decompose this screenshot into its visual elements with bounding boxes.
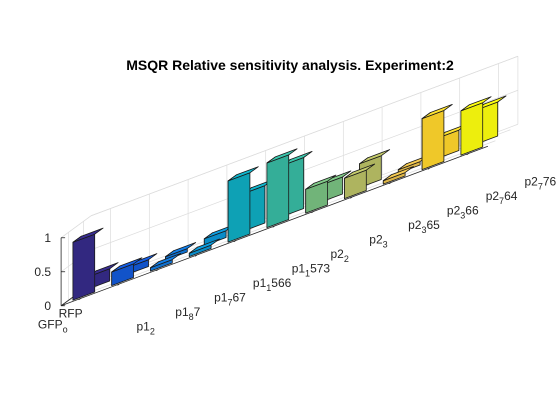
- output-tick-label-0: RFP: [59, 306, 83, 320]
- bars: [72, 95, 507, 301]
- parameter-tick-mark: [427, 167, 430, 170]
- bar-face-top: [344, 163, 376, 179]
- bar-1-9: [421, 104, 453, 171]
- parameter-tick-label-9: p2764: [486, 189, 518, 206]
- bar-1-8: [382, 166, 414, 185]
- parameter-tick-label-6: p23: [369, 233, 387, 250]
- bar-face-top: [382, 166, 414, 182]
- parameter-tick-label-1: p187: [175, 305, 200, 322]
- parameter-tick-label-3: p11566: [253, 276, 292, 293]
- parameter-tick-mark: [194, 254, 198, 257]
- bar-face-top: [266, 148, 298, 164]
- bar-face-top: [150, 253, 182, 269]
- z-tick-label: 0: [44, 299, 51, 313]
- parameter-tick-mark: [311, 211, 314, 214]
- bar-face-top: [227, 166, 259, 182]
- parameter-tick-label-10: p2776: [525, 175, 557, 192]
- bar-1-2: [150, 253, 182, 272]
- parameter-tick-label-8: p2366: [447, 204, 479, 221]
- chart-title: MSQR Relative sensitivity analysis. Expe…: [126, 57, 454, 73]
- bar-face-front: [421, 110, 445, 171]
- z-tick-label: 0.5: [34, 265, 51, 279]
- parameter-tick-mark: [156, 269, 159, 272]
- parameter-tick-label-2: p1767: [214, 291, 246, 308]
- parameter-tick-mark: [78, 298, 81, 301]
- parameter-tick-mark: [233, 240, 236, 243]
- bar-1-10: [460, 96, 492, 156]
- parameter-tick-mark: [272, 225, 275, 228]
- bar-face-top: [203, 224, 235, 240]
- parameter-tick-label-0: p12: [137, 320, 155, 337]
- bar-face-front: [266, 154, 290, 229]
- bar-face-top: [111, 257, 143, 273]
- bar-face-front: [72, 233, 96, 301]
- bar-face-top: [72, 227, 104, 243]
- bar-face-top: [305, 174, 337, 190]
- bar-1-3: [188, 238, 220, 258]
- output-tick-label-1: GFPo: [38, 317, 68, 334]
- bar-face-top: [397, 155, 429, 171]
- bar-face-top: [460, 96, 492, 112]
- parameter-tick-mark: [466, 153, 469, 156]
- bar-1-0: [72, 227, 104, 301]
- bar-1-4: [227, 166, 259, 243]
- bar-1-7: [344, 163, 376, 200]
- parameter-tick-label-7: p2365: [408, 218, 440, 235]
- parameter-tick-label-5: p22: [331, 247, 349, 264]
- bar-face-front: [460, 102, 484, 156]
- parameter-tick-mark: [388, 182, 392, 185]
- bar-1-5: [266, 148, 298, 229]
- bar-face-top: [165, 242, 197, 258]
- bar-face-top: [421, 104, 453, 119]
- grid-box-edge: [60, 215, 92, 239]
- parameter-tick-label-4: p11573: [292, 262, 331, 279]
- bar-face-front: [227, 172, 251, 243]
- bar-face-top: [359, 149, 391, 165]
- bar-face-front: [305, 180, 328, 214]
- grid-box-edge: [90, 55, 519, 217]
- bar-1-6: [305, 174, 337, 214]
- z-tick-label: 1: [44, 231, 51, 245]
- parameter-tick-mark: [117, 283, 120, 286]
- bar-face-top: [188, 238, 220, 254]
- bar-1-1: [111, 257, 143, 287]
- parameter-tick-mark: [350, 196, 353, 199]
